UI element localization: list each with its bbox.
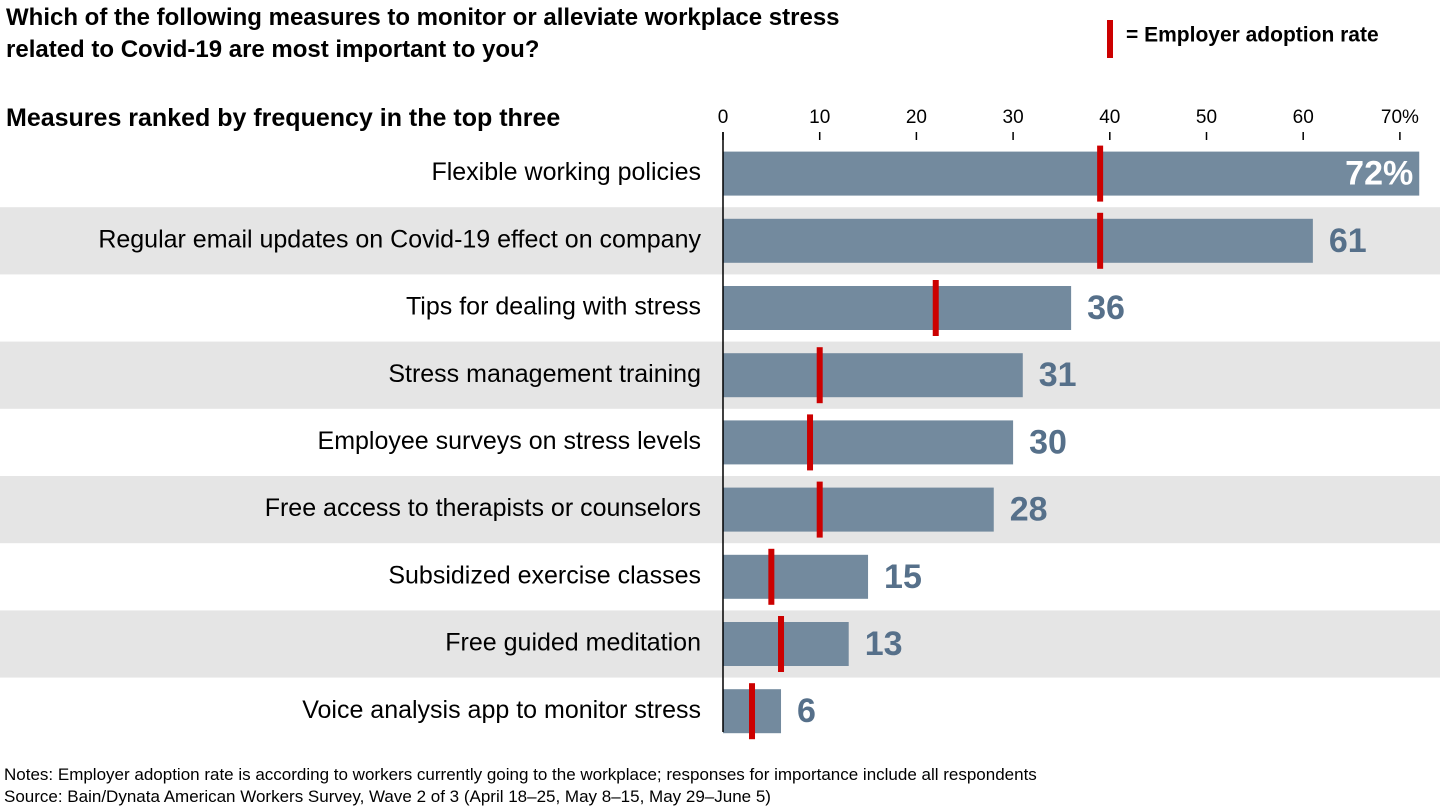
value-label: 31 [1039,356,1077,394]
bar [723,286,1072,330]
bar [723,420,1014,465]
y-tick-label: Tips for dealing with stress [406,293,701,321]
adoption-marker [768,548,775,605]
y-tick-label: Stress management training [388,360,701,388]
bar [723,218,1313,263]
x-tick-label: 0 [718,107,729,128]
x-tick-label: 30 [1003,107,1024,128]
value-label: 13 [865,625,903,663]
value-label: 36 [1087,289,1125,327]
x-tick-label: 10 [809,107,830,128]
bar [723,151,1420,196]
x-tick-label: 50 [1196,107,1217,128]
y-tick-label: Employee surveys on stress levels [318,427,701,455]
adoption-marker [749,683,756,740]
x-tick-label: 20 [906,107,927,128]
row-band [0,476,1440,544]
y-tick-label: Voice analysis app to monitor stress [302,696,701,724]
y-tick-label: Free guided meditation [445,629,701,657]
adoption-marker [816,347,823,404]
chart-title: related to Covid-19 are most important t… [6,36,539,63]
value-label: 15 [884,558,922,596]
y-tick-label: Subsidized exercise classes [388,561,701,589]
notes: Notes: Employer adoption rate is accordi… [4,765,1037,784]
row-shading [0,207,1440,678]
x-tick-label: 60 [1293,107,1314,128]
row-band [0,341,1440,409]
legend-label: = Employer adoption rate [1126,24,1379,47]
adoption-marker [816,481,823,538]
bar [723,622,849,666]
value-label: 61 [1329,222,1367,260]
bar [723,554,869,599]
bar [723,487,994,532]
value-label: 30 [1029,423,1067,461]
value-label: 28 [1010,491,1048,529]
y-tick-label: Flexible working policies [431,158,701,186]
adoption-marker [778,616,785,672]
source: Source: Bain/Dynata American Workers Sur… [4,787,771,806]
y-tick-label: Free access to therapists or counselors [265,494,701,522]
adoption-marker [807,414,814,471]
legend-swatch [1107,20,1113,58]
adoption-marker [932,280,939,336]
row-band [0,610,1440,678]
chart-subtitle: Measures ranked by frequency in the top … [6,104,560,132]
value-label: 6 [797,692,816,730]
value-label: 72% [1345,155,1413,193]
x-tick-label: 40 [1099,107,1120,128]
x-tick-label: 70% [1381,107,1419,128]
y-tick-label: Regular email updates on Covid-19 effect… [98,225,701,253]
bar [723,353,1023,398]
chart-title: Which of the following measures to monit… [6,4,840,31]
adoption-marker [1097,145,1104,202]
adoption-marker [1097,212,1104,269]
